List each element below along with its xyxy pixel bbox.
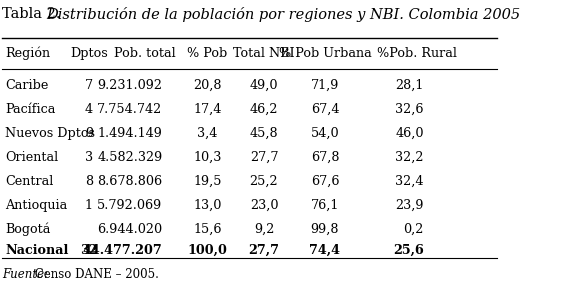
Text: 32,6: 32,6	[395, 103, 424, 116]
Text: 6.944.020: 6.944.020	[97, 222, 162, 235]
Text: 45,8: 45,8	[249, 127, 279, 140]
Text: 25,2: 25,2	[249, 175, 279, 188]
Text: 3: 3	[85, 151, 93, 164]
Text: 67,4: 67,4	[311, 103, 339, 116]
Text: 27,7: 27,7	[248, 244, 280, 257]
Text: Distribución de la población por regiones y NBI. Colombia 2005: Distribución de la población por regione…	[46, 7, 521, 22]
Text: %Pob. Rural: %Pob. Rural	[378, 47, 458, 60]
Text: 32: 32	[80, 244, 98, 257]
Text: Nacional: Nacional	[5, 244, 69, 257]
Text: 0,2: 0,2	[404, 222, 424, 235]
Text: Bogotá: Bogotá	[5, 222, 50, 236]
Text: 19,5: 19,5	[193, 175, 222, 188]
Text: 20,8: 20,8	[193, 79, 222, 92]
Text: Pob. total: Pob. total	[114, 47, 176, 60]
Text: Fuente:: Fuente:	[2, 268, 49, 281]
Text: Región: Región	[5, 47, 50, 60]
Text: Total NBI: Total NBI	[233, 47, 295, 60]
Text: 71,9: 71,9	[311, 79, 339, 92]
Text: 99,8: 99,8	[311, 222, 339, 235]
Text: 32,2: 32,2	[395, 151, 424, 164]
Text: 74,4: 74,4	[309, 244, 340, 257]
Text: 49,0: 49,0	[250, 79, 278, 92]
Text: 4: 4	[85, 103, 93, 116]
Text: Censo DANE – 2005.: Censo DANE – 2005.	[31, 268, 159, 281]
Text: Oriental: Oriental	[5, 151, 58, 164]
Text: 17,4: 17,4	[193, 103, 222, 116]
Text: 54,0: 54,0	[311, 127, 339, 140]
Text: % Pob: % Pob	[188, 47, 228, 60]
Text: Dptos: Dptos	[70, 47, 108, 60]
Text: 67,8: 67,8	[311, 151, 339, 164]
Text: 8.678.806: 8.678.806	[97, 175, 162, 188]
Text: % Pob Urbana: % Pob Urbana	[279, 47, 371, 60]
Text: 100,0: 100,0	[188, 244, 228, 257]
Text: Caribe: Caribe	[5, 79, 49, 92]
Text: 23,0: 23,0	[250, 199, 278, 212]
Text: 46,2: 46,2	[250, 103, 278, 116]
Text: 44.477.207: 44.477.207	[83, 244, 162, 257]
Text: 28,1: 28,1	[396, 79, 424, 92]
Text: 15,6: 15,6	[193, 222, 222, 235]
Text: 32,4: 32,4	[395, 175, 424, 188]
Text: Antioquia: Antioquia	[5, 199, 67, 212]
Text: 9: 9	[85, 127, 93, 140]
Text: Central: Central	[5, 175, 53, 188]
Text: 7: 7	[85, 79, 93, 92]
Text: Tabla 2.: Tabla 2.	[2, 7, 66, 21]
Text: 10,3: 10,3	[193, 151, 222, 164]
Text: 9,2: 9,2	[254, 222, 274, 235]
Text: 1.494.149: 1.494.149	[98, 127, 162, 140]
Text: 76,1: 76,1	[311, 199, 339, 212]
Text: 4.582.329: 4.582.329	[97, 151, 162, 164]
Text: 13,0: 13,0	[193, 199, 222, 212]
Text: Nuevos Dptos: Nuevos Dptos	[5, 127, 95, 140]
Text: 3,4: 3,4	[197, 127, 218, 140]
Text: 5.792.069: 5.792.069	[97, 199, 162, 212]
Text: 8: 8	[85, 175, 93, 188]
Text: 7.754.742: 7.754.742	[97, 103, 162, 116]
Text: 25,6: 25,6	[393, 244, 424, 257]
Text: 46,0: 46,0	[395, 127, 424, 140]
Text: 9.231.092: 9.231.092	[97, 79, 162, 92]
Text: Pacífica: Pacífica	[5, 103, 55, 116]
Text: 23,9: 23,9	[395, 199, 424, 212]
Text: 1: 1	[85, 199, 93, 212]
Text: 67,6: 67,6	[311, 175, 339, 188]
Text: 27,7: 27,7	[250, 151, 278, 164]
